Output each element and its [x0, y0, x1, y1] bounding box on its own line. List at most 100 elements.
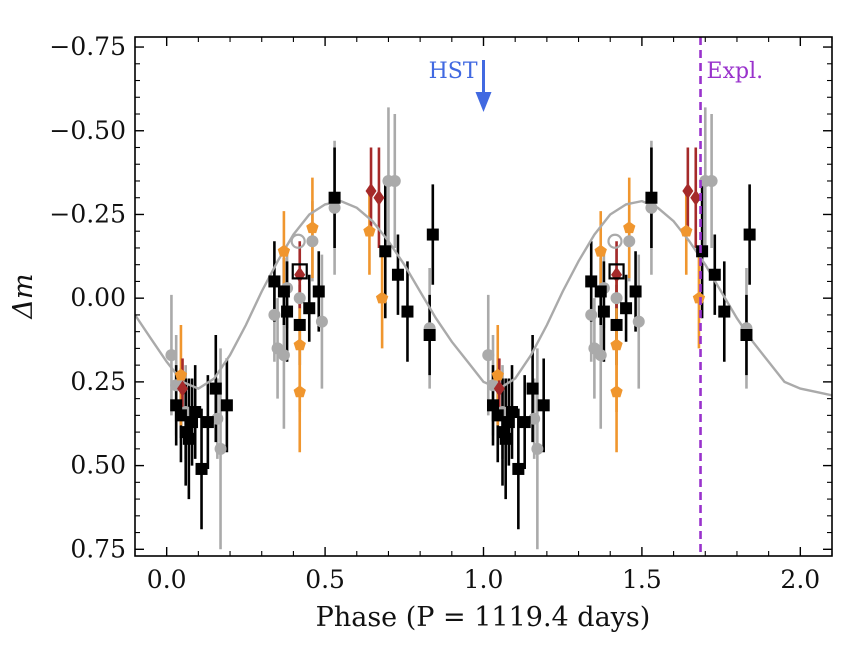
black-square-point: [209, 382, 222, 395]
y-tick-label: −0.50: [49, 116, 126, 145]
gray-circle-point: [388, 174, 401, 187]
black-square-point: [594, 285, 607, 298]
darkred-diamond-point: [177, 380, 189, 397]
black-square-point: [303, 302, 316, 315]
orange-pentagon-point: [610, 338, 623, 351]
hst-label: HST: [429, 59, 478, 84]
gray-circle-point: [277, 349, 290, 362]
darkred-diamond-point: [365, 183, 377, 200]
black-square-point: [499, 432, 512, 445]
black-square-point: [293, 318, 306, 331]
black-square-point: [740, 329, 753, 342]
x-tick-label: 1.5: [622, 565, 662, 594]
x-tick-label: 0.5: [305, 565, 345, 594]
gray-circle-point: [623, 235, 636, 248]
y-tick-label: −0.25: [49, 199, 126, 228]
black-square-point: [491, 409, 504, 422]
annotation-layer: HST Expl.: [429, 37, 764, 556]
orange-pentagon-point: [293, 338, 306, 351]
black-open-square-point: [608, 263, 625, 280]
gray-circle-point: [328, 201, 341, 214]
gray-circle-point: [610, 292, 623, 305]
gray-circle-point: [645, 201, 658, 214]
black-square-point: [401, 305, 414, 318]
data-points-layer: [165, 174, 756, 475]
y-tick-label: 0.50: [70, 451, 126, 480]
orange-pentagon-point: [174, 368, 188, 381]
gray-circle-point: [632, 315, 645, 328]
gray-open-circle-point: [607, 233, 623, 249]
orange-pentagon-point: [375, 291, 389, 304]
orange-pentagon-point: [610, 385, 623, 398]
black-square-point: [506, 406, 519, 419]
gray-open-circle-point: [290, 233, 306, 249]
orange-pentagon-point: [277, 244, 291, 257]
black-square-point: [718, 305, 731, 318]
x-axis-label: Phase (P = 1119.4 days): [316, 602, 651, 633]
black-square-point: [585, 275, 598, 288]
black-square-point: [645, 191, 658, 204]
black-square-point: [170, 399, 183, 412]
darkred-diamond-point: [682, 183, 694, 200]
y-tick-label: 0.75: [70, 534, 126, 563]
gray-circle-point: [528, 412, 541, 425]
model-curve: [135, 199, 832, 397]
black-square-point: [379, 245, 392, 258]
black-square-point: [201, 416, 214, 429]
gray-circle-point: [482, 349, 495, 362]
black-square-point: [537, 399, 550, 412]
axis-ticks: [134, 37, 833, 556]
black-square-point: [195, 462, 208, 475]
black-square-point: [281, 305, 294, 318]
gray-circle-point: [594, 349, 607, 362]
orange-pentagon-point: [680, 224, 693, 237]
gray-circle-point: [214, 442, 227, 455]
gray-circle-point: [531, 442, 544, 455]
black-square-point: [174, 409, 187, 422]
black-square-point: [512, 462, 525, 475]
explosion-label: Expl.: [707, 59, 764, 84]
black-square-point: [277, 285, 290, 298]
black-square-point: [629, 285, 642, 298]
black-square-point: [502, 416, 515, 429]
orange-pentagon-point: [623, 221, 636, 234]
black-square-point: [268, 275, 281, 288]
darkred-diamond-point: [690, 189, 702, 206]
black-square-point: [610, 318, 623, 331]
black-square-point: [391, 268, 404, 281]
black-open-square-point: [291, 263, 308, 280]
darkred-diamond-point: [294, 266, 306, 283]
black-square-point: [487, 399, 500, 412]
gray-circle-point: [165, 349, 178, 362]
gray-circle-point: [315, 315, 328, 328]
x-tick-label: 0.0: [147, 565, 187, 594]
errorbar-layer: [170, 107, 751, 550]
orange-pentagon-point: [293, 385, 306, 398]
black-square-point: [328, 191, 341, 204]
black-square-point: [597, 305, 610, 318]
black-square-point: [696, 245, 709, 258]
gray-circle-point: [293, 292, 306, 305]
y-axis-label: Δm: [8, 273, 39, 319]
orange-pentagon-point: [306, 221, 319, 234]
black-square-point: [743, 228, 756, 241]
orange-pentagon-point: [491, 368, 504, 381]
black-square-point: [186, 416, 199, 429]
black-square-point: [526, 382, 539, 395]
black-square-point: [708, 268, 721, 281]
darkred-diamond-point: [493, 380, 505, 397]
black-square-point: [220, 399, 233, 412]
orange-pentagon-point: [692, 291, 706, 304]
plot-frame: [134, 36, 833, 557]
black-square-point: [518, 416, 531, 429]
black-square-point: [182, 432, 195, 445]
x-tick-label: 2.0: [780, 565, 820, 594]
darkred-diamond-point: [373, 189, 385, 206]
gray-circle-point: [306, 235, 319, 248]
gray-circle-point: [705, 174, 718, 187]
black-square-point: [423, 329, 436, 342]
y-tick-label: 0.25: [70, 367, 126, 396]
black-square-point: [312, 285, 325, 298]
gray-circle-point: [585, 308, 598, 321]
